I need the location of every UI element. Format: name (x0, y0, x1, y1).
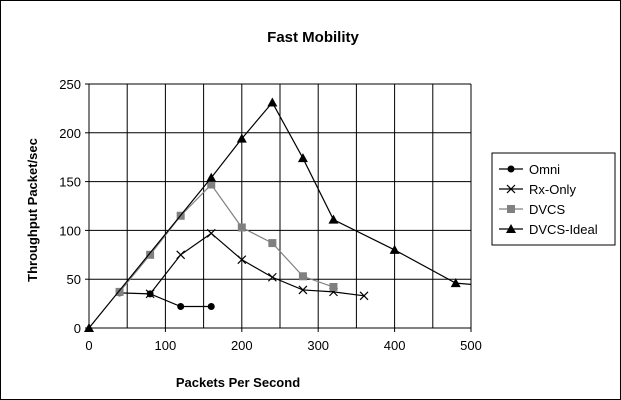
data-point-dvcs (207, 180, 216, 189)
legend-label: DVCS-Ideal (529, 222, 598, 237)
legend-label: DVCS (529, 202, 565, 217)
data-point-rx-only (145, 289, 155, 299)
series-rx-only (145, 228, 369, 301)
data-point-dvcs (146, 250, 155, 259)
data-point-dvcs-ideal (206, 172, 217, 182)
y-tick-label: 100 (59, 223, 81, 238)
data-point-dvcs (237, 223, 246, 232)
data-point-rx-only-stroke (237, 255, 247, 265)
x-tick-label: 400 (384, 338, 406, 353)
data-point-dvcs (298, 272, 307, 281)
y-tick-label: 200 (59, 126, 81, 141)
data-point-rx-only (237, 255, 247, 265)
legend-item-omni: Omni (499, 162, 560, 177)
legend-marker-stroke (506, 184, 516, 194)
data-point-rx-only (206, 228, 216, 238)
vertical-gridlines (126, 84, 472, 328)
data-point-rx-only-stroke (176, 250, 186, 260)
y-tick-label: 0 (74, 321, 81, 336)
x-tick-label: 200 (231, 338, 253, 353)
data-point-rx-only-stroke (206, 228, 216, 238)
data-point-omni (207, 303, 215, 311)
data-point-dvcs-ideal (267, 97, 278, 107)
plot-area: 0 100 200 300 400 500 0 50 100 150 200 250 (59, 77, 482, 353)
series-dvcs (115, 180, 338, 296)
data-point-dvcs (115, 287, 124, 296)
data-point-rx-only-stroke (267, 272, 277, 282)
legend-item-dvcs-ideal: DVCS-Ideal (499, 222, 598, 237)
data-point-rx-only (359, 291, 369, 301)
data-point-rx-only (267, 272, 277, 282)
chart-title: Fast Mobility (267, 29, 359, 46)
data-point-rx-only-stroke (298, 285, 308, 295)
legend-item-dvcs: DVCS (499, 202, 565, 217)
legend-item-rx-only: Rx-Only (499, 182, 576, 197)
data-point-rx-only (176, 250, 186, 260)
data-point-rx-only (298, 285, 308, 295)
x-tick-label: 300 (307, 338, 329, 353)
x-tick-label: 100 (155, 338, 177, 353)
legend-marker (506, 224, 516, 233)
x-tick-label: 0 (85, 338, 92, 353)
series-dvcs-ideal (84, 97, 471, 332)
x-axis-label: Packets Per Second (176, 375, 300, 390)
horizontal-gridlines (89, 83, 471, 280)
series-line-omni (119, 292, 212, 308)
data-point-dvcs-ideal (389, 244, 400, 254)
y-tick-label: 150 (59, 175, 81, 190)
series-line-dvcs (119, 183, 334, 293)
legend-label: Omni (529, 162, 560, 177)
data-point-dvcs (268, 239, 277, 248)
data-point-dvcs-ideal (236, 133, 247, 143)
y-axis-label: Throughput Packet/sec (25, 138, 40, 282)
data-point-dvcs-ideal (297, 153, 308, 163)
data-point-rx-only-stroke (145, 289, 155, 299)
legend-label: Rx-Only (529, 182, 576, 197)
data-point-dvcs (329, 283, 338, 292)
legend-marker (507, 165, 515, 173)
data-point-dvcs-ideal (328, 214, 339, 224)
x-tick-label: 500 (460, 338, 482, 353)
series-line-rx-only (149, 232, 365, 297)
data-point-dvcs-ideal (84, 323, 94, 332)
y-tick-label: 50 (67, 272, 81, 287)
data-point-omni (177, 303, 185, 311)
data-point-dvcs-ideal (450, 278, 461, 288)
y-tick-label: 250 (59, 77, 81, 92)
data-point-rx-only-stroke (359, 291, 369, 301)
legend: Omni Rx-Only DVCS DVCS-Ideal (491, 152, 616, 246)
legend-marker (507, 205, 515, 213)
legend-marker (506, 184, 516, 194)
